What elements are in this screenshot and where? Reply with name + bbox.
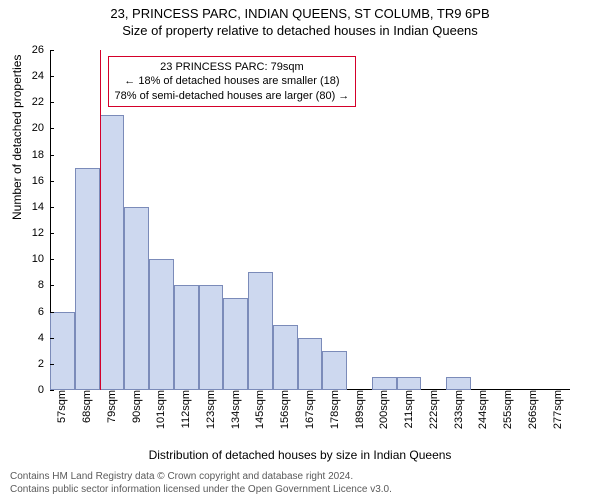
footer-line1: Contains HM Land Registry data © Crown c… — [10, 471, 392, 484]
bar — [248, 272, 273, 390]
y-tick: 22 — [32, 96, 50, 108]
marker-line — [100, 50, 101, 390]
x-tick: 244sqm — [477, 390, 489, 433]
callout-box: 23 PRINCESS PARC: 79sqm← 18% of detached… — [108, 56, 357, 107]
footer-attribution: Contains HM Land Registry data © Crown c… — [10, 471, 392, 496]
x-tick: 222sqm — [428, 390, 440, 433]
x-tick: 134sqm — [230, 390, 242, 433]
x-tick: 200sqm — [378, 390, 390, 433]
x-tick: 189sqm — [354, 390, 366, 433]
y-tick: 16 — [32, 175, 50, 187]
y-tick: 12 — [32, 227, 50, 239]
callout-line2: ← 18% of detached houses are smaller (18… — [115, 74, 350, 88]
x-tick: 178sqm — [329, 390, 341, 433]
y-tick: 4 — [38, 332, 50, 344]
bar — [100, 115, 125, 390]
x-tick: 167sqm — [304, 390, 316, 433]
callout-line3: 78% of semi-detached houses are larger (… — [115, 89, 350, 103]
bar — [446, 377, 471, 390]
x-tick: 112sqm — [180, 390, 192, 432]
y-tick: 18 — [32, 149, 50, 161]
bar — [397, 377, 422, 390]
y-tick: 2 — [38, 358, 50, 370]
bar — [372, 377, 397, 390]
plot-area: 0246810121416182022242657sqm68sqm79sqm90… — [50, 50, 570, 390]
chart-title-line2: Size of property relative to detached ho… — [0, 21, 600, 38]
bar — [199, 285, 224, 390]
chart-container: 23, PRINCESS PARC, INDIAN QUEENS, ST COL… — [0, 0, 600, 500]
x-tick: 266sqm — [527, 390, 539, 433]
y-tick: 20 — [32, 122, 50, 134]
x-tick: 68sqm — [81, 390, 93, 427]
y-tick: 0 — [38, 384, 50, 396]
x-axis-label: Distribution of detached houses by size … — [0, 448, 600, 462]
y-tick: 26 — [32, 44, 50, 56]
x-tick: 156sqm — [279, 390, 291, 433]
y-tick: 14 — [32, 201, 50, 213]
x-tick: 145sqm — [254, 390, 266, 433]
chart-title-line1: 23, PRINCESS PARC, INDIAN QUEENS, ST COL… — [0, 0, 600, 21]
x-tick: 79sqm — [106, 390, 118, 427]
x-tick: 277sqm — [552, 390, 564, 433]
bar — [149, 259, 174, 390]
x-tick: 101sqm — [155, 390, 167, 433]
bar — [174, 285, 199, 390]
x-tick: 211sqm — [403, 390, 415, 432]
y-tick: 8 — [38, 279, 50, 291]
bar — [273, 325, 298, 390]
bar — [75, 168, 100, 390]
x-tick: 123sqm — [205, 390, 217, 433]
bar — [124, 207, 149, 390]
bar — [50, 312, 75, 390]
y-tick: 6 — [38, 306, 50, 318]
y-tick: 10 — [32, 253, 50, 265]
x-tick: 57sqm — [56, 390, 68, 427]
x-tick: 255sqm — [502, 390, 514, 433]
footer-line2: Contains public sector information licen… — [10, 484, 392, 497]
x-tick: 233sqm — [453, 390, 465, 433]
bar — [322, 351, 347, 390]
x-tick: 90sqm — [131, 390, 143, 427]
callout-line1: 23 PRINCESS PARC: 79sqm — [115, 60, 350, 74]
bar — [223, 298, 248, 390]
y-tick: 24 — [32, 70, 50, 82]
y-axis-label: Number of detached properties — [10, 55, 24, 220]
bar — [298, 338, 323, 390]
